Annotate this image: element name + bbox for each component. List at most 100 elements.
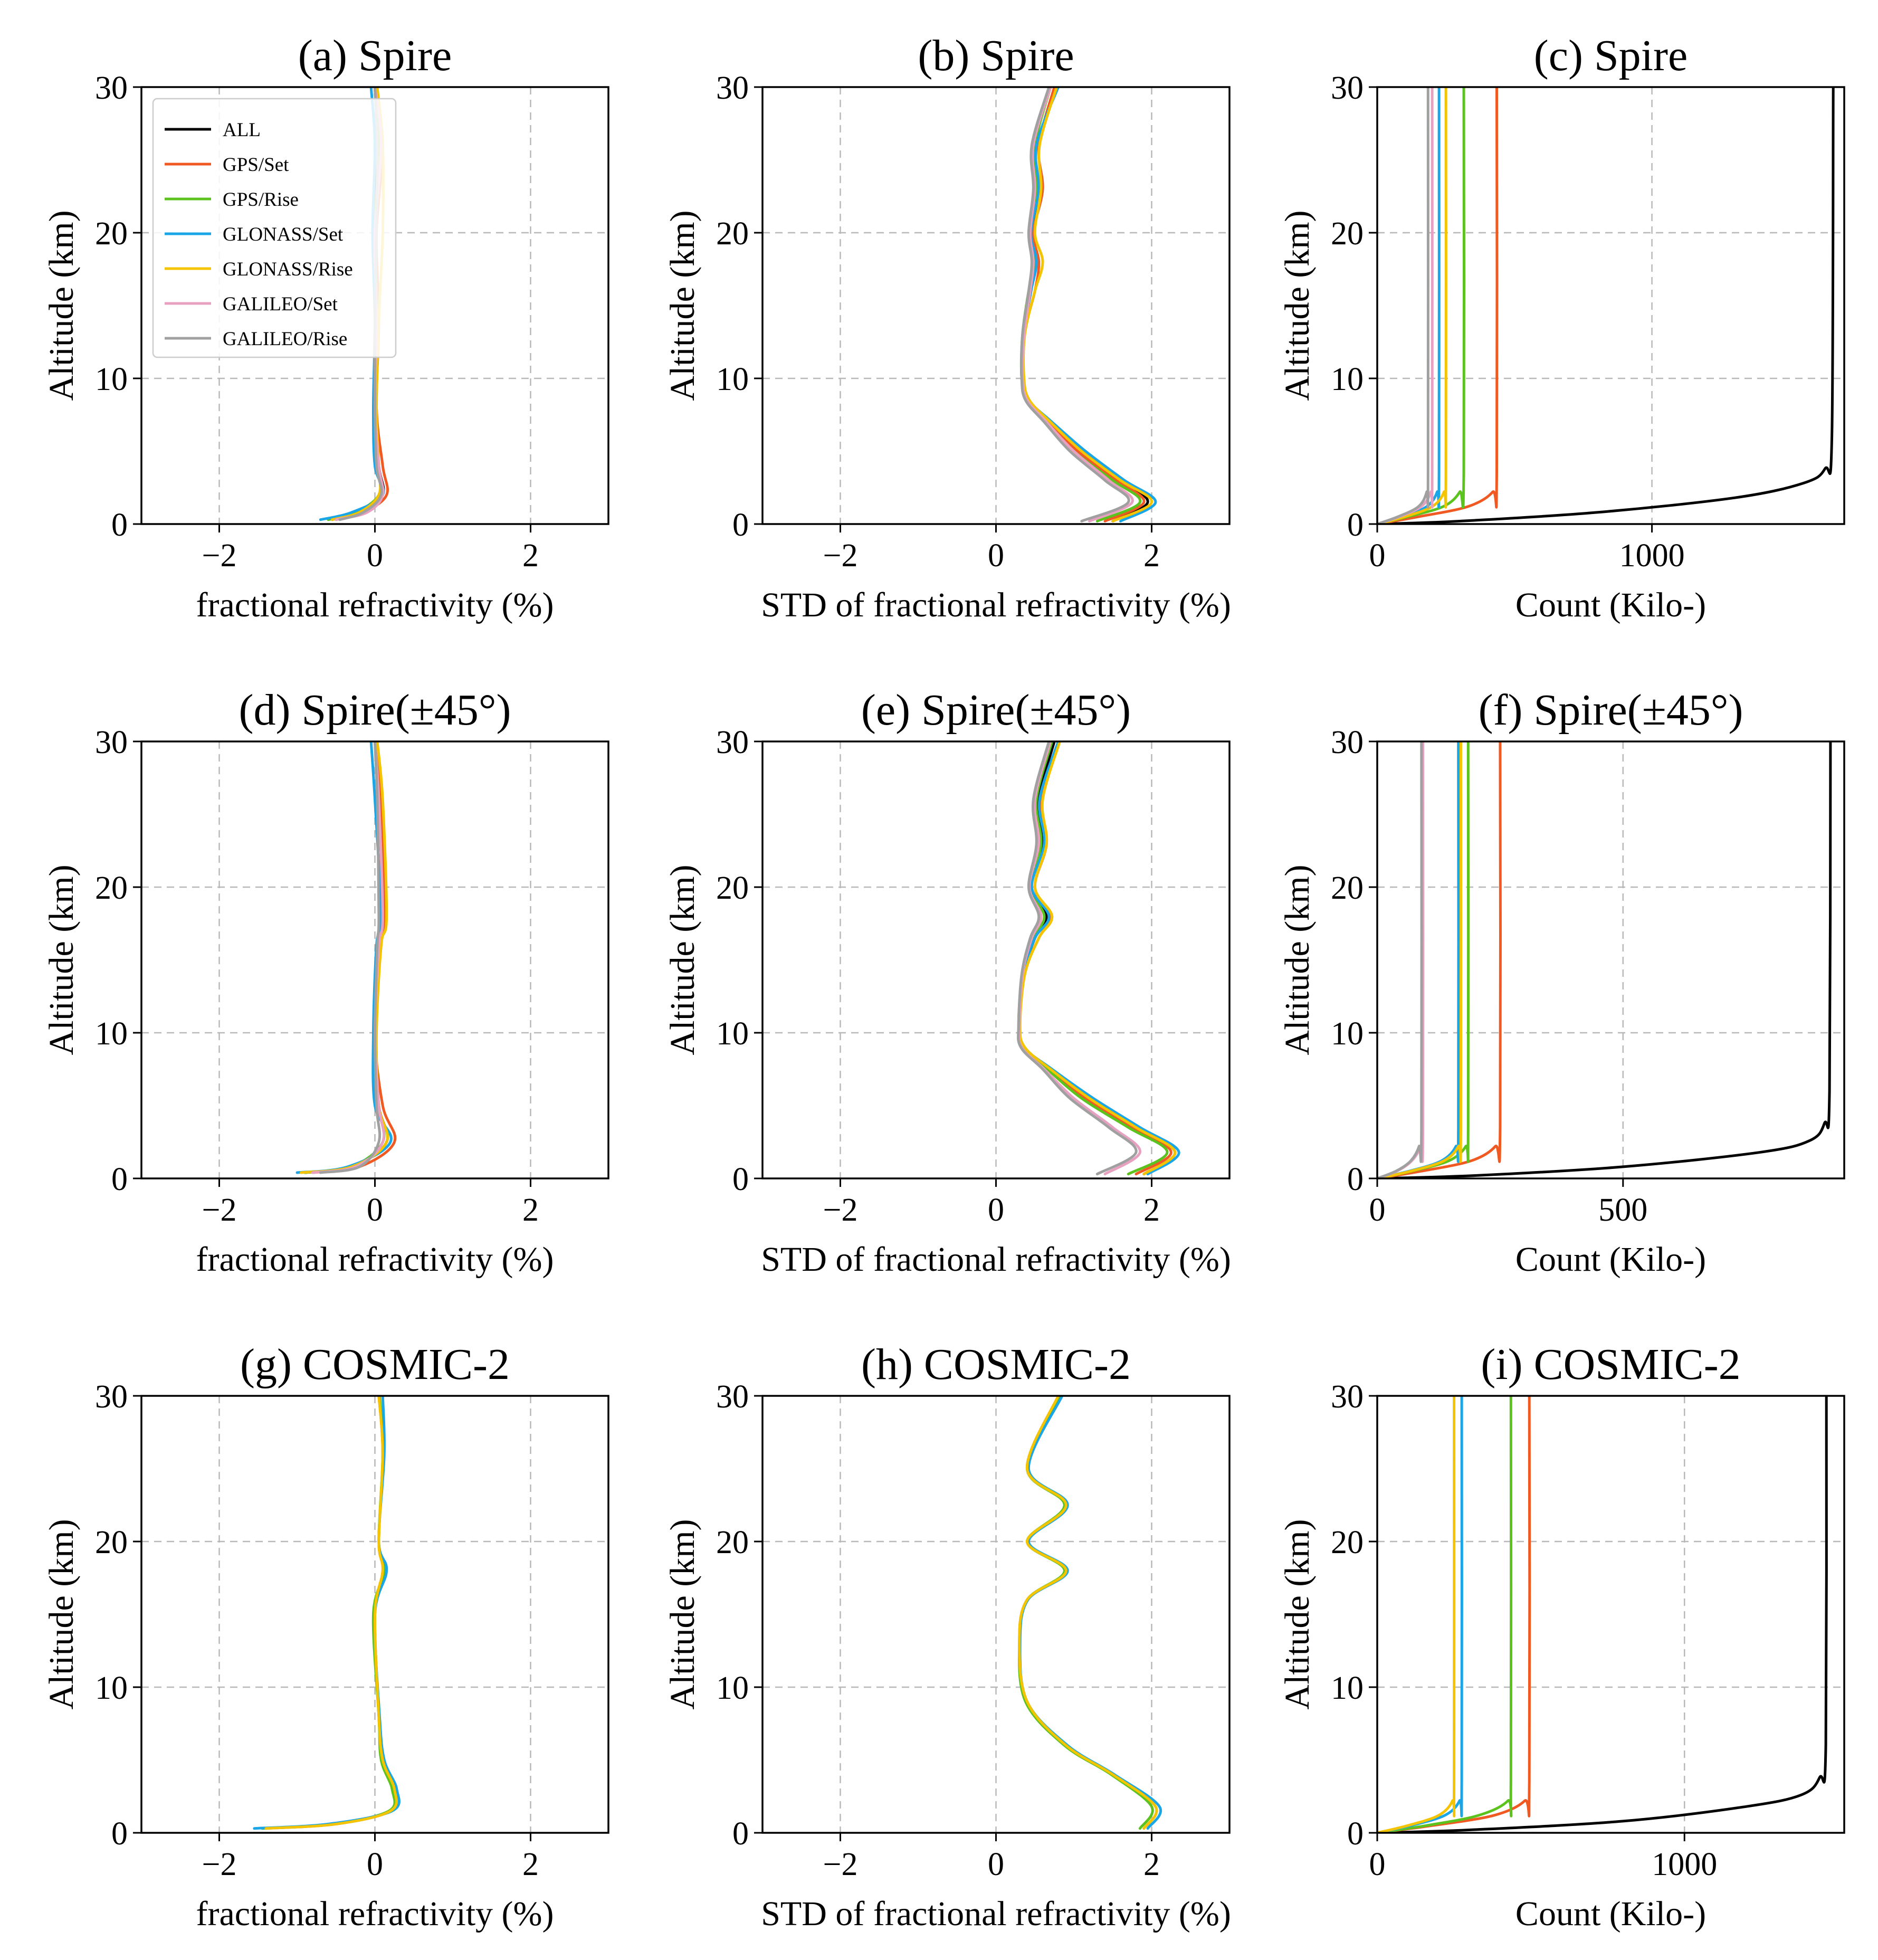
series-line-galileo-rise xyxy=(1377,741,1423,1178)
legend-label: GPS/Rise xyxy=(223,189,299,211)
y-tick-label: 10 xyxy=(716,361,749,397)
x-tick-label: 0 xyxy=(367,538,383,574)
y-tick-label: 20 xyxy=(716,1525,749,1561)
x-axis-label: STD of fractional refractivity (%) xyxy=(761,1240,1231,1279)
legend: ALL GPS/Set GPS/Rise GLONASS/Set GLONASS/Ris… xyxy=(152,98,397,358)
panel-f: 0 500 0 10 20 30 (f) Spire(±45°) Count (Kilo-) A… xyxy=(1278,686,1845,1279)
x-axis-label: Count (Kilo-) xyxy=(1515,1240,1706,1279)
y-tick-label: 10 xyxy=(716,1016,749,1052)
y-tick-label: 0 xyxy=(1347,507,1364,543)
legend-label: GLONASS/Rise xyxy=(223,259,353,280)
y-axis-label: Altitude (km) xyxy=(42,210,81,401)
series-line-glonass-rise xyxy=(1018,1396,1158,1830)
x-axis-label: Count (Kilo-) xyxy=(1515,586,1706,624)
x-tick-label: 0 xyxy=(1369,1192,1386,1228)
x-tick-label: −2 xyxy=(823,1192,858,1228)
series-line-galileo-rise xyxy=(1377,87,1429,524)
axes-frame xyxy=(1376,740,1845,1179)
y-tick-label: 0 xyxy=(1347,1162,1364,1197)
x-tick-label: 0 xyxy=(988,1192,1004,1228)
y-axis-label: Altitude (km) xyxy=(42,1519,81,1709)
x-tick-label: −2 xyxy=(202,1192,237,1228)
series-line-glonass-rise xyxy=(264,1396,398,1830)
series-line-galileo-rise xyxy=(1020,87,1130,522)
series-line-glonass-set xyxy=(1377,1396,1463,1833)
y-tick-label: 0 xyxy=(111,1162,128,1197)
y-tick-label: 0 xyxy=(111,507,128,543)
legend-label: GALILEO/Set xyxy=(223,293,338,315)
series-line-gps-rise xyxy=(303,741,386,1174)
y-tick-label: 0 xyxy=(732,1816,749,1852)
y-tick-label: 20 xyxy=(95,870,128,906)
y-tick-label: 30 xyxy=(716,1379,749,1415)
legend-box xyxy=(152,98,397,358)
y-tick-label: 0 xyxy=(1347,1816,1364,1852)
panel-title: (i) COSMIC-2 xyxy=(1481,1340,1740,1389)
x-tick-label: −2 xyxy=(202,1847,237,1882)
panel-title: (f) Spire(±45°) xyxy=(1479,686,1743,735)
x-tick-label: 2 xyxy=(522,1192,539,1228)
y-tick-label: 10 xyxy=(1331,361,1364,397)
series-line-glonass-set xyxy=(1377,741,1460,1178)
x-tick-label: 0 xyxy=(367,1847,383,1882)
series-group xyxy=(1377,741,1832,1178)
y-tick-label: 30 xyxy=(716,70,749,106)
x-tick-label: 0 xyxy=(988,538,1004,574)
y-tick-label: 30 xyxy=(1331,1379,1364,1415)
panel-title: (b) Spire xyxy=(918,31,1074,80)
panel-i: 0 1000 0 10 20 30 (i) COSMIC-2 Count (Kilo-) Alt… xyxy=(1278,1340,1845,1933)
x-tick-label: 2 xyxy=(1143,538,1160,574)
x-axis-label: fractional refractivity (%) xyxy=(196,1895,554,1933)
x-axis-label: Count (Kilo-) xyxy=(1515,1895,1706,1933)
series-line-all xyxy=(1377,1396,1828,1833)
series-line-galileo-set xyxy=(1377,741,1425,1178)
y-tick-label: 10 xyxy=(95,361,128,397)
series-line-glonass-rise xyxy=(1377,741,1463,1178)
panel-title: (h) COSMIC-2 xyxy=(861,1340,1131,1389)
y-axis-label: Altitude (km) xyxy=(663,1519,702,1709)
x-tick-label: −2 xyxy=(823,1847,858,1882)
x-tick-label: 2 xyxy=(1143,1847,1160,1882)
y-axis-label: Altitude (km) xyxy=(663,864,702,1055)
y-tick-label: 20 xyxy=(95,1525,128,1561)
x-tick-label: 0 xyxy=(988,1847,1004,1882)
y-tick-label: 20 xyxy=(1331,1525,1364,1561)
series-line-gps-set xyxy=(1018,1396,1158,1830)
y-tick-label: 30 xyxy=(716,725,749,760)
y-axis-label: Altitude (km) xyxy=(1278,210,1317,401)
y-tick-label: 30 xyxy=(95,1379,128,1415)
panel-title: (a) Spire xyxy=(298,31,452,80)
series-line-all xyxy=(1377,87,1835,524)
series-line-gps-set xyxy=(1377,87,1499,524)
panel-title: (c) Spire xyxy=(1534,31,1688,80)
legend-label: GALILEO/Rise xyxy=(223,328,347,350)
series-group xyxy=(1377,87,1835,524)
x-tick-label: 500 xyxy=(1598,1192,1647,1228)
series-group xyxy=(295,741,397,1174)
x-tick-label: 0 xyxy=(367,1192,383,1228)
panel-title: (d) Spire(±45°) xyxy=(239,686,511,735)
y-tick-label: 20 xyxy=(1331,216,1364,252)
panel-title: (g) COSMIC-2 xyxy=(240,1340,510,1389)
x-tick-label: −2 xyxy=(823,538,858,574)
series-line-galileo-set xyxy=(1377,87,1434,524)
y-tick-label: 30 xyxy=(95,725,128,760)
y-tick-label: 20 xyxy=(95,216,128,252)
series-line-glonass-rise xyxy=(1377,1396,1456,1833)
x-axis-label: STD of fractional refractivity (%) xyxy=(761,1895,1231,1933)
legend-label: GPS/Set xyxy=(223,154,289,176)
x-tick-label: −2 xyxy=(202,538,237,574)
panel-title: (e) Spire(±45°) xyxy=(861,686,1131,735)
series-line-gps-rise xyxy=(1017,1396,1154,1830)
y-tick-label: 30 xyxy=(95,70,128,106)
x-tick-label: 1000 xyxy=(1652,1847,1717,1882)
x-axis-label: fractional refractivity (%) xyxy=(196,1240,554,1279)
series-line-galileo-rise xyxy=(319,741,382,1174)
series-line-glonass-set xyxy=(253,1396,401,1830)
x-tick-label: 0 xyxy=(1369,538,1386,574)
